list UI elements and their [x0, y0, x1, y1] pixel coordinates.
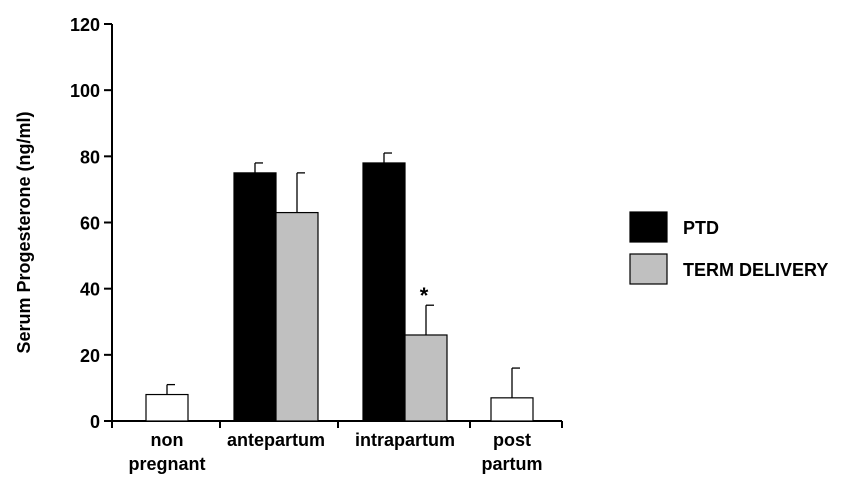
y-axis-label: Serum Progesterone (ng/ml)	[14, 111, 34, 353]
bar	[275, 211, 319, 422]
y-tick-label: 80	[80, 147, 100, 167]
bar	[362, 162, 406, 422]
y-tick-label: 20	[80, 346, 100, 366]
error-bars	[166, 152, 520, 398]
x-category-label: pregnant	[128, 454, 205, 474]
x-category-label: post	[493, 430, 531, 450]
y-axis-ticks: 0 20 40 60 80 100 120	[70, 15, 112, 432]
x-category-label: intrapartum	[355, 430, 455, 450]
bar	[145, 393, 189, 422]
bar	[233, 172, 277, 422]
legend: PTD TERM DELIVERY	[629, 211, 828, 285]
y-tick-label: 40	[80, 280, 100, 300]
bar	[490, 397, 534, 422]
legend-swatch	[629, 253, 668, 285]
bars	[145, 162, 534, 422]
x-category-label: non	[151, 430, 184, 450]
y-tick-label: 0	[90, 412, 100, 432]
annotations: *	[420, 283, 429, 308]
bar	[404, 334, 448, 422]
legend-label: PTD	[683, 218, 719, 238]
x-category-label: partum	[481, 454, 542, 474]
x-category-label: antepartum	[227, 430, 325, 450]
significance-marker: *	[420, 283, 429, 308]
x-axis-categories: non pregnant antepartum intrapartum post part…	[128, 430, 542, 474]
y-tick-label: 120	[70, 15, 100, 35]
y-tick-label: 100	[70, 81, 100, 101]
axes	[111, 24, 563, 428]
y-tick-label: 60	[80, 214, 100, 234]
legend-swatch	[629, 211, 668, 243]
legend-label: TERM DELIVERY	[683, 260, 828, 280]
